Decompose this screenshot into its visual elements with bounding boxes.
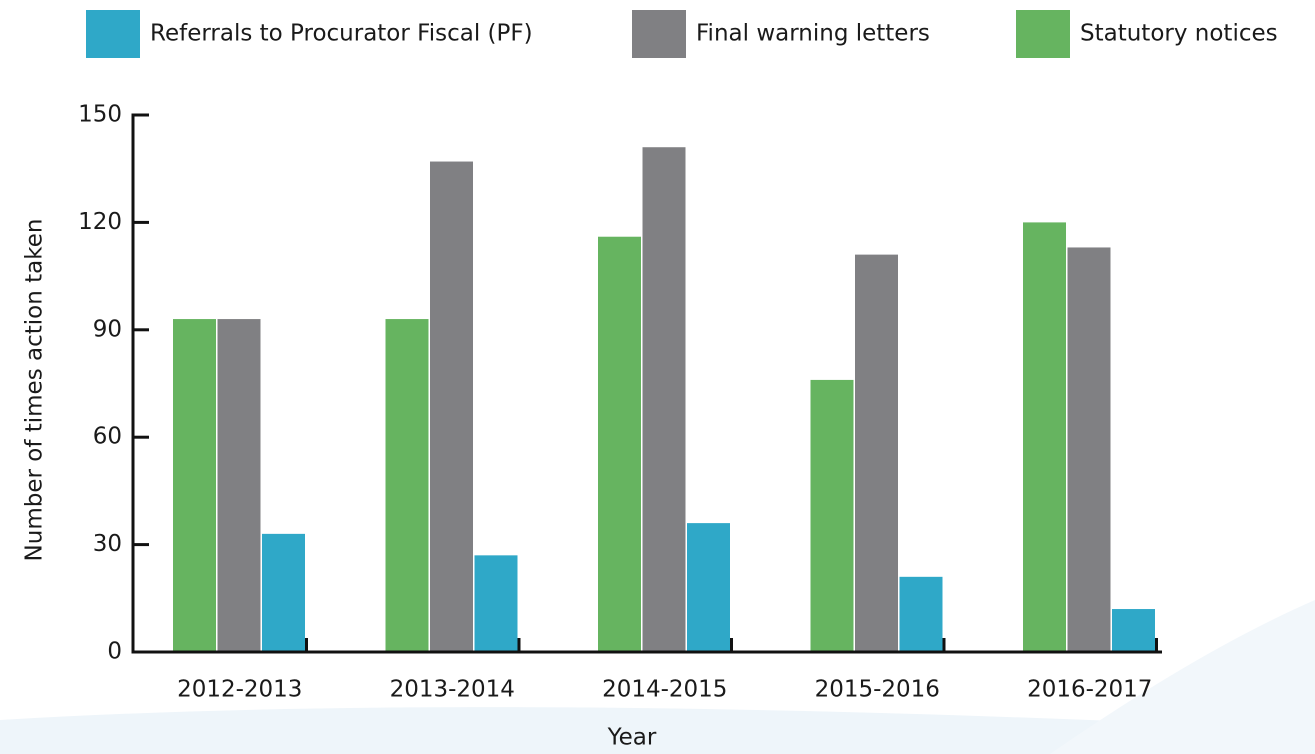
x-tick-label: 2012-2013 [177, 677, 302, 703]
legend-label: Statutory notices [1080, 21, 1278, 47]
legend-swatch [1016, 10, 1070, 58]
bar [810, 379, 854, 652]
bar [1023, 222, 1066, 652]
background-swoosh [1050, 600, 1315, 754]
x-tick-label: 2015-2016 [815, 677, 940, 703]
x-tick-label: 2014-2015 [602, 677, 727, 703]
y-tick-label: 0 [107, 639, 122, 665]
legend-label: Referrals to Procurator Fiscal (PF) [150, 21, 533, 47]
bar [262, 533, 305, 652]
x-tick-label: 2016-2017 [1027, 677, 1152, 703]
bar [385, 319, 429, 652]
y-tick-label: 60 [93, 424, 122, 450]
y-tick-label: 30 [93, 531, 122, 557]
background-swoosh [0, 707, 1315, 754]
legend-swatch [86, 10, 140, 58]
bar [598, 236, 641, 652]
x-axis-label: Year [607, 725, 657, 751]
bar [217, 319, 261, 652]
bar [687, 523, 730, 652]
bar [173, 319, 216, 652]
x-tick-label: 2013-2014 [390, 677, 515, 703]
legend-swatch [632, 10, 686, 58]
y-tick-label: 150 [78, 102, 122, 128]
bar [474, 555, 518, 652]
y-axis-label: Number of times action taken [22, 219, 48, 562]
bar [1112, 609, 1155, 652]
y-tick-label: 90 [93, 316, 122, 342]
bar [899, 576, 943, 652]
y-tick-label: 120 [78, 209, 122, 235]
bar [855, 254, 898, 652]
bar [642, 147, 686, 652]
bar [430, 161, 473, 653]
bar [1067, 247, 1111, 652]
legend-label: Final warning letters [696, 21, 930, 47]
